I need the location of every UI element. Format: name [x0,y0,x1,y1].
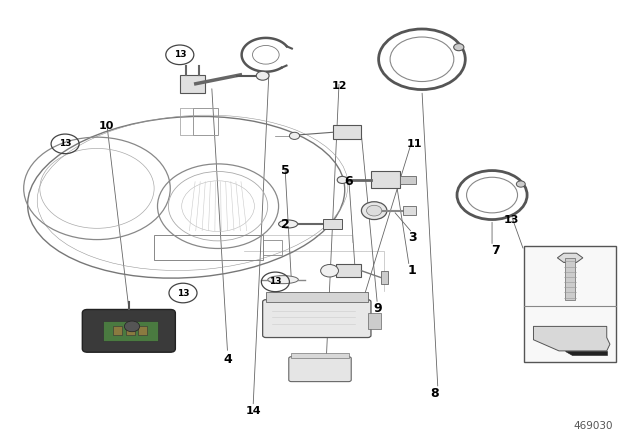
Text: 13: 13 [504,215,519,224]
Text: 13: 13 [177,289,189,297]
Polygon shape [557,253,583,263]
Text: 7: 7 [491,244,500,257]
Bar [381,271,388,284]
Text: 5: 5 [280,164,289,177]
Circle shape [362,202,387,220]
Circle shape [454,43,464,51]
Text: 469030: 469030 [573,421,613,431]
Ellipse shape [278,220,298,228]
Ellipse shape [268,276,298,284]
Bar [399,176,415,184]
Bar [336,264,362,277]
Circle shape [289,132,300,139]
Text: 13: 13 [59,139,72,148]
Circle shape [337,177,348,184]
Text: 1: 1 [408,264,417,277]
Bar [103,321,157,341]
Bar [266,292,368,302]
Bar [125,327,134,335]
Text: 4: 4 [223,353,232,366]
Bar [371,172,399,188]
Text: 8: 8 [430,387,439,400]
Polygon shape [565,351,607,355]
Text: 10: 10 [99,121,114,131]
Bar [291,353,349,358]
Circle shape [124,321,140,332]
Bar [180,75,205,93]
Polygon shape [534,327,610,351]
Text: 14: 14 [245,406,261,416]
Bar [193,108,218,135]
Text: 9: 9 [373,302,381,315]
Bar [333,125,362,139]
Bar [565,258,575,300]
Bar [154,235,262,260]
Circle shape [321,264,339,277]
Text: 6: 6 [344,175,353,188]
Bar [403,206,415,215]
Text: 3: 3 [408,231,417,244]
Circle shape [367,205,382,216]
FancyBboxPatch shape [289,357,351,382]
Text: 2: 2 [280,217,289,231]
Circle shape [516,181,525,187]
Bar [524,246,616,362]
Bar [113,327,122,335]
Text: 13: 13 [269,277,282,286]
Bar [262,240,282,255]
Text: 13: 13 [173,50,186,59]
FancyBboxPatch shape [83,310,175,352]
Bar [368,313,381,329]
Text: 12: 12 [332,81,347,91]
Circle shape [256,71,269,80]
FancyBboxPatch shape [262,300,371,337]
Text: 11: 11 [406,139,422,149]
Bar [323,219,342,229]
Bar [138,327,147,335]
